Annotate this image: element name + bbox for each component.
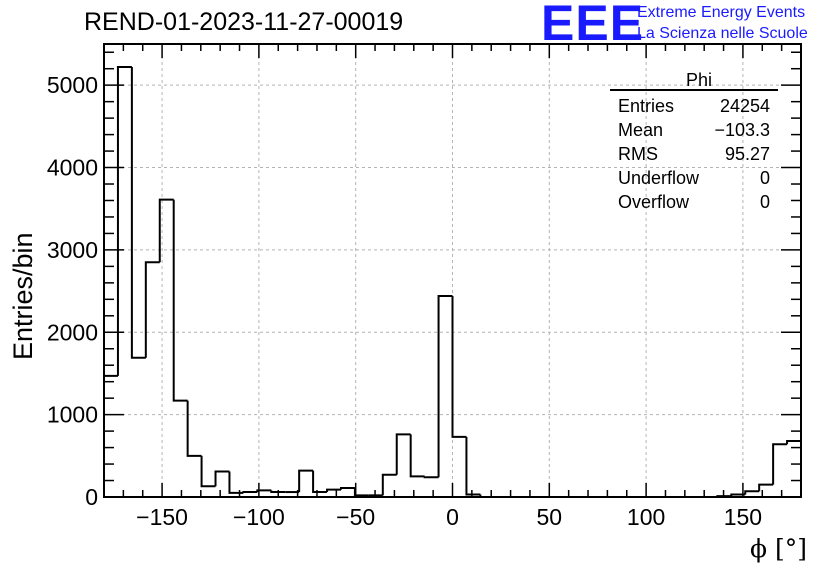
x-tick-label: −100 bbox=[233, 504, 285, 530]
histogram-bin bbox=[144, 261, 160, 358]
axis-ticks bbox=[103, 44, 802, 498]
stats-value: 95.27 bbox=[724, 144, 770, 164]
histogram-bin bbox=[116, 66, 132, 376]
histogram-bin bbox=[339, 486, 355, 490]
x-axis-label: ϕ [°] bbox=[750, 534, 807, 563]
stats-label: Underflow bbox=[618, 168, 700, 188]
stats-row-underflow: Underflow 0 bbox=[610, 166, 778, 190]
y-tick-label: 5000 bbox=[47, 72, 98, 98]
stats-row-entries: Entries 24254 bbox=[610, 94, 778, 118]
histogram-bin bbox=[228, 471, 244, 494]
y-tick-label: 3000 bbox=[47, 237, 98, 263]
histogram-bin bbox=[200, 455, 216, 488]
histogram-bin bbox=[381, 473, 397, 496]
histogram-bin bbox=[409, 434, 425, 478]
stats-label: Entries bbox=[618, 96, 675, 116]
histogram-bin bbox=[772, 443, 788, 485]
y-axis-label: Entries/bin bbox=[8, 232, 38, 360]
stats-value: 0 bbox=[759, 168, 770, 188]
y-tick-label: 0 bbox=[85, 484, 98, 510]
x-tick-label: 0 bbox=[446, 504, 459, 530]
eee-logo-line2: La Scienza nelle Scuole bbox=[637, 25, 808, 42]
eee-logo-line1: Extreme Energy Events bbox=[637, 4, 806, 21]
stats-box: Phi Entries 24254 Mean −103.3 RMS 95.27 … bbox=[610, 70, 778, 214]
x-tick-label: −150 bbox=[136, 504, 188, 530]
histogram-bin bbox=[758, 483, 774, 492]
x-tick-label: −50 bbox=[336, 504, 375, 530]
stats-value: 0 bbox=[759, 192, 770, 212]
eee-logo: EEE bbox=[541, 0, 645, 51]
histogram-bin bbox=[451, 296, 467, 438]
histogram-bin bbox=[423, 476, 439, 479]
stats-label: Overflow bbox=[618, 192, 690, 212]
x-tick-label: 150 bbox=[724, 504, 762, 530]
stats-row-rms: RMS 95.27 bbox=[610, 142, 778, 166]
histogram-bin bbox=[172, 199, 188, 402]
stats-value: 24254 bbox=[719, 96, 770, 116]
histogram-bin bbox=[786, 439, 801, 445]
histogram-bin bbox=[130, 67, 146, 359]
stats-row-mean: Mean −103.3 bbox=[610, 118, 778, 142]
histogram-bin bbox=[103, 374, 118, 497]
tick-labels: −150 −100 −50 0 50 100 150 0 1000 2000 3000 4000 500… bbox=[47, 72, 762, 530]
histogram-bin bbox=[744, 490, 760, 495]
histogram-bin bbox=[158, 198, 174, 263]
histogram-bin bbox=[326, 488, 341, 493]
histogram-bin bbox=[353, 487, 369, 497]
y-tick-label: 4000 bbox=[47, 155, 98, 181]
histogram-bin bbox=[186, 400, 202, 457]
stats-divider bbox=[610, 89, 778, 91]
histogram-bin bbox=[465, 436, 481, 496]
stats-value: −103.3 bbox=[714, 120, 770, 140]
histogram-bin bbox=[730, 493, 746, 497]
chart-title: REND-01-2023-11-27-00019 bbox=[84, 8, 404, 36]
x-tick-label: 100 bbox=[627, 504, 665, 530]
histogram-bin bbox=[437, 295, 453, 478]
y-tick-label: 2000 bbox=[47, 319, 98, 345]
histogram-bin bbox=[270, 490, 286, 494]
histogram-bin bbox=[214, 470, 230, 487]
histogram-bin bbox=[256, 489, 272, 493]
histogram-bin bbox=[242, 491, 258, 494]
histogram-bin bbox=[298, 469, 314, 493]
histogram-bin bbox=[395, 433, 411, 475]
y-tick-label: 1000 bbox=[47, 402, 98, 428]
x-tick-label: 50 bbox=[537, 504, 563, 530]
stats-label: Mean bbox=[618, 120, 664, 140]
histogram-bin bbox=[312, 470, 328, 494]
stats-row-overflow: Overflow 0 bbox=[610, 190, 778, 214]
stats-title: Phi bbox=[685, 70, 712, 90]
stats-label: RMS bbox=[618, 144, 658, 164]
